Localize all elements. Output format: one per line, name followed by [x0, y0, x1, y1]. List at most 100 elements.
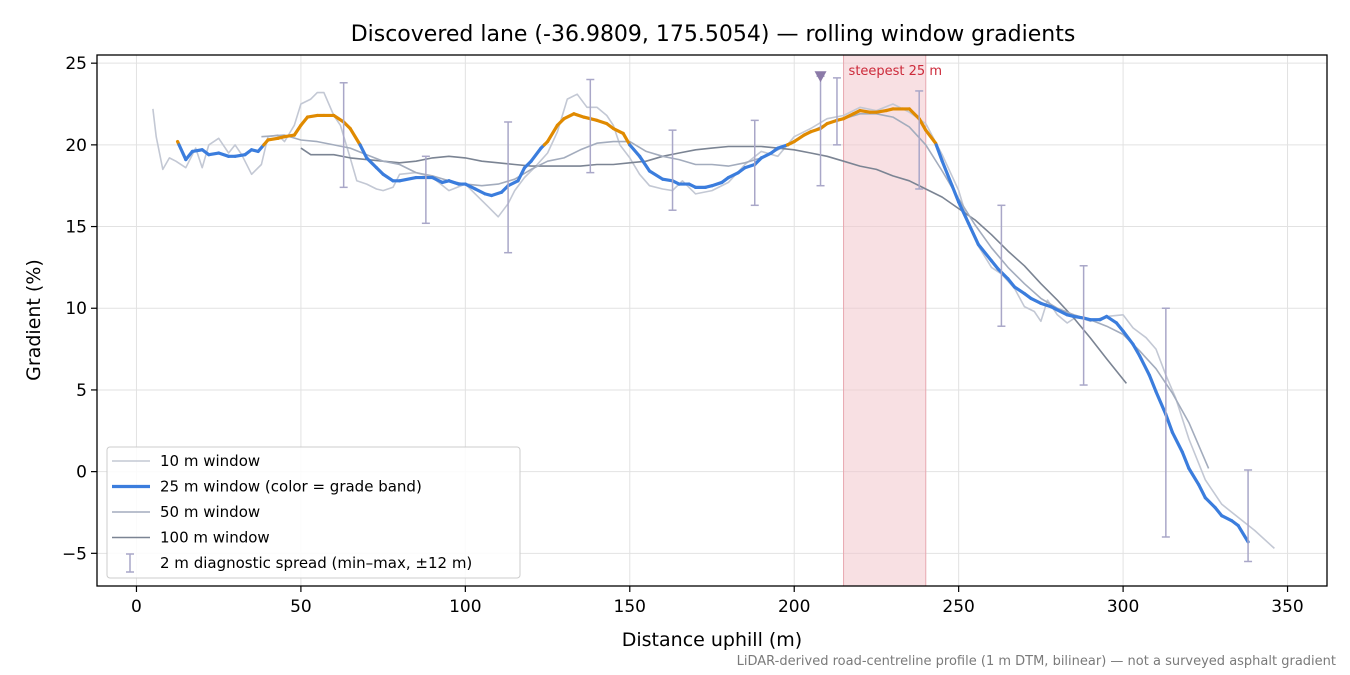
series-segment-25m [381, 172, 395, 183]
series-segment-25m [966, 221, 980, 247]
series-segment-25m [776, 143, 790, 150]
series-segment-25m [184, 149, 194, 162]
series-segment-25m [572, 112, 586, 119]
errorbar-layer [339, 75, 1253, 563]
series-segment-25m [1213, 505, 1224, 518]
series-segment-25m [397, 175, 418, 183]
series-segment-25m [726, 171, 740, 180]
series-segment-25m [305, 113, 319, 119]
series-segment-25m [976, 242, 994, 263]
legend-label: 10 m window [160, 452, 260, 470]
series-segment-25m [177, 143, 188, 162]
series-segment-25m [463, 182, 477, 191]
series-segment-25m [743, 162, 757, 170]
series-segment-25m [809, 126, 823, 134]
series-segment-25m [282, 133, 296, 139]
series-segment-25m [516, 166, 527, 183]
series-segment-25m [661, 177, 675, 183]
series-segment-25m [759, 151, 773, 160]
series-segment-25m [1220, 514, 1234, 523]
series-segment-25m [358, 143, 369, 160]
series-segment-25m [638, 154, 652, 173]
series-segment-25m [299, 115, 310, 127]
series-segment-25m [1072, 314, 1086, 320]
series-segment-25m [233, 153, 247, 158]
plot-frame [96, 54, 1328, 587]
y-tick-label: −5 [62, 544, 87, 564]
series-segment-25m [1121, 329, 1135, 346]
series-segment-25m [1029, 296, 1043, 305]
series-layer [152, 91, 1275, 549]
series-segment-25m [1055, 308, 1069, 317]
series-segment-25m [924, 128, 938, 145]
series-segment-25m [348, 126, 362, 147]
series-segment-25m [1170, 430, 1184, 454]
series-segment-25m [545, 123, 560, 144]
series-line-50m [261, 113, 1210, 469]
series-segment-25m [1114, 321, 1125, 333]
steepest-window-band [843, 54, 927, 587]
legend: 10 m window 25 m window (color = grade ba… [106, 446, 521, 579]
series-segment-25m [1180, 450, 1191, 470]
series-segment-25m [365, 156, 379, 170]
footnote: LiDAR-derived road-centreline profile (1… [737, 654, 1336, 669]
y-tick-label: 15 [65, 218, 87, 238]
x-tick-label: 350 [1271, 597, 1303, 617]
series-segment-25m [266, 136, 280, 142]
series-segment-25m [611, 126, 625, 136]
legend-frame [106, 446, 521, 579]
series-segment-25m [217, 151, 231, 158]
series-segment-25m [917, 117, 928, 132]
chart-title: Discovered lane (-36.9809, 175.5054) — r… [351, 22, 1076, 47]
series-segment-25m [934, 143, 944, 163]
series-segment-25m [1137, 354, 1152, 377]
x-tick-label: 300 [1107, 597, 1139, 617]
series-segment-25m [710, 180, 724, 188]
legend-label: 2 m diagnostic spread (min–max, ±12 m) [160, 554, 472, 572]
y-tick-label: 10 [65, 299, 87, 319]
series-segment-25m [1105, 314, 1119, 325]
series-segment-25m [950, 184, 961, 204]
series-segment-25m [1187, 466, 1201, 487]
series-segment-25m [1197, 483, 1207, 500]
series-segment-25m [595, 118, 609, 126]
series-segment-25m [506, 179, 520, 188]
series-segment-25m [1203, 496, 1217, 510]
x-axis: 0 50 100 150 200 250 300 350 [131, 586, 1304, 617]
y-tick-label: 5 [76, 381, 87, 401]
y-tick-label: 0 [76, 463, 87, 483]
y-axis-label: Gradient (%) [23, 259, 45, 381]
series-segment-25m [858, 108, 872, 114]
series-segment-25m [1006, 277, 1017, 289]
series-segment-25m [907, 107, 921, 121]
marker-layer [814, 71, 827, 83]
y-axis: −5 0 5 10 15 20 25 [62, 54, 97, 564]
y-tick-label: 20 [65, 136, 87, 156]
x-axis-label: Distance uphill (m) [622, 629, 802, 651]
x-tick-label: 50 [290, 597, 312, 617]
x-tick-label: 200 [778, 597, 810, 617]
steepest-window-label: steepest 25 m [849, 64, 942, 79]
x-tick-label: 0 [131, 597, 142, 617]
series-segment-25m [562, 112, 576, 121]
series-segment-25m [957, 200, 971, 225]
series-segment-25m [332, 113, 346, 124]
series-segment-25m [1164, 412, 1175, 435]
series-segment-25m [292, 123, 303, 137]
series-segment-25m [1236, 523, 1250, 544]
steepest-window: steepest 25 m [843, 54, 942, 587]
series-segment-25m [940, 159, 954, 188]
series-segment-25m [874, 108, 888, 114]
x-tick-label: 100 [449, 597, 481, 617]
steepest-marker [814, 71, 827, 83]
y-tick-label: 25 [65, 54, 87, 74]
legend-label: 50 m window [160, 503, 260, 521]
series-segment-25m [1154, 389, 1168, 417]
legend-label: 100 m window [160, 529, 270, 547]
x-tick-label: 150 [614, 597, 646, 617]
grid-lines [97, 55, 1327, 586]
series-segment-25m [430, 175, 444, 185]
series-segment-25m [825, 118, 839, 126]
series-segment-25m [529, 146, 543, 163]
series-segment-25m [1147, 373, 1158, 394]
